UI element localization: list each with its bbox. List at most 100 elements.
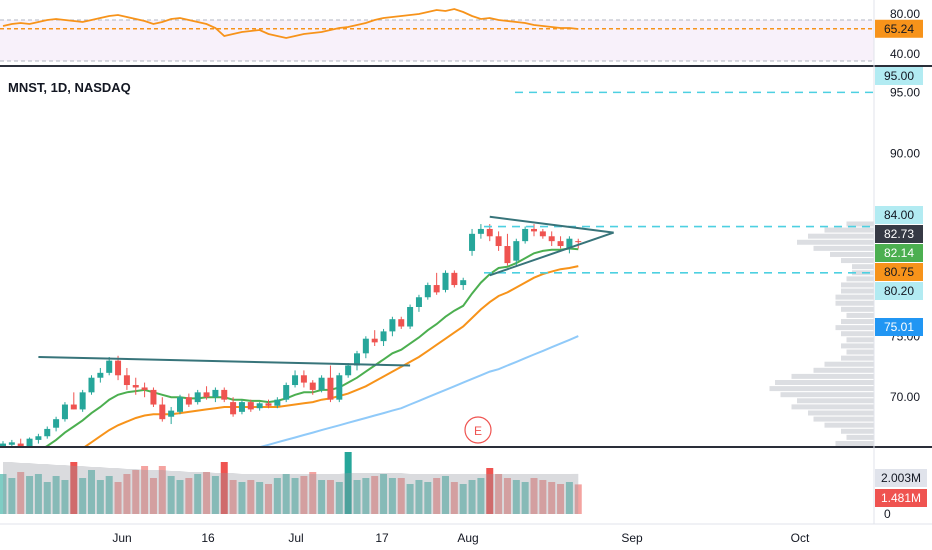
- candle[interactable]: [70, 392, 77, 410]
- candle[interactable]: [123, 367, 130, 390]
- volume-bar[interactable]: [61, 480, 69, 514]
- candle[interactable]: [35, 433, 42, 444]
- volume-bar[interactable]: [282, 474, 290, 514]
- volume-bar[interactable]: [406, 484, 414, 514]
- volume-bar[interactable]: [503, 478, 511, 514]
- candle[interactable]: [61, 402, 68, 422]
- candle[interactable]: [115, 355, 122, 381]
- candle[interactable]: [247, 399, 254, 412]
- volume-bar[interactable]: [512, 480, 520, 514]
- volume-bar[interactable]: [530, 478, 538, 514]
- ema-blue-line[interactable]: [38, 335, 579, 537]
- candle[interactable]: [0, 441, 6, 451]
- volume-bar[interactable]: [88, 470, 95, 514]
- candle[interactable]: [318, 375, 325, 393]
- candle[interactable]: [185, 393, 192, 407]
- price-tag-last[interactable]: 82.73: [875, 225, 923, 243]
- rsi-line[interactable]: [2, 8, 579, 39]
- volume-bar[interactable]: [397, 478, 405, 514]
- volume-bar[interactable]: [43, 482, 51, 514]
- volume-bar[interactable]: [0, 474, 7, 514]
- ema-green-line[interactable]: [3, 247, 579, 464]
- volume-bar[interactable]: [388, 478, 396, 514]
- volume-bar[interactable]: [70, 462, 78, 514]
- volume-bar[interactable]: [415, 480, 423, 514]
- volume-tag-average[interactable]: 2.003M: [875, 469, 927, 487]
- candle[interactable]: [354, 350, 360, 371]
- candle[interactable]: [504, 233, 511, 266]
- candle[interactable]: [212, 387, 219, 403]
- volume-bar[interactable]: [273, 478, 281, 514]
- candle[interactable]: [513, 238, 520, 266]
- volume-bar[interactable]: [26, 476, 34, 514]
- volume-bar[interactable]: [158, 466, 166, 514]
- price-tag-level[interactable]: 84.00: [875, 206, 923, 224]
- candle[interactable]: [557, 236, 564, 249]
- candle[interactable]: [371, 330, 378, 347]
- candle[interactable]: [168, 406, 175, 425]
- triangle-lower-line[interactable]: [489, 231, 614, 277]
- volume-bar[interactable]: [353, 480, 361, 514]
- candle[interactable]: [8, 439, 15, 450]
- volume-bar[interactable]: [309, 472, 317, 514]
- candle[interactable]: [150, 387, 157, 407]
- candle[interactable]: [265, 399, 272, 409]
- candle[interactable]: [477, 224, 484, 239]
- candle[interactable]: [97, 367, 104, 383]
- volume-bar[interactable]: [114, 482, 122, 514]
- candle[interactable]: [177, 394, 183, 415]
- volume-bar[interactable]: [229, 480, 237, 514]
- candle[interactable]: [194, 389, 201, 405]
- candle[interactable]: [566, 236, 573, 254]
- candle[interactable]: [398, 316, 405, 329]
- volume-bar[interactable]: [291, 478, 299, 514]
- candle[interactable]: [433, 272, 440, 295]
- candle[interactable]: [238, 399, 245, 415]
- volume-panel[interactable]: [0, 450, 582, 514]
- ema-orange-line[interactable]: [3, 265, 579, 489]
- volume-bar[interactable]: [318, 480, 326, 514]
- volume-bar[interactable]: [548, 482, 556, 514]
- volume-bar[interactable]: [265, 484, 272, 514]
- candle[interactable]: [327, 365, 334, 403]
- volume-bar[interactable]: [433, 478, 441, 514]
- volume-bar[interactable]: [34, 474, 42, 514]
- volume-bar[interactable]: [380, 474, 388, 514]
- volume-bar[interactable]: [477, 478, 485, 514]
- candle[interactable]: [256, 402, 263, 411]
- volume-bar[interactable]: [486, 468, 494, 514]
- volume-bar[interactable]: [132, 470, 140, 514]
- volume-bar[interactable]: [220, 462, 228, 514]
- volume-bar[interactable]: [105, 476, 113, 514]
- candle[interactable]: [309, 380, 316, 395]
- candle[interactable]: [141, 382, 148, 398]
- candle[interactable]: [44, 426, 51, 439]
- candle[interactable]: [336, 372, 343, 403]
- candle[interactable]: [26, 437, 33, 448]
- volume-bar[interactable]: [185, 478, 193, 514]
- symbol-title[interactable]: MNST, 1D, NASDAQ: [8, 80, 131, 95]
- candle[interactable]: [274, 397, 281, 409]
- volume-bar[interactable]: [326, 480, 334, 514]
- candle[interactable]: [495, 231, 502, 251]
- volume-bar[interactable]: [52, 476, 60, 514]
- volume-bar[interactable]: [362, 478, 370, 514]
- triangle-upper-line[interactable]: [489, 215, 614, 234]
- volume-bar[interactable]: [335, 482, 343, 514]
- volume-bar[interactable]: [574, 484, 582, 514]
- candle[interactable]: [424, 282, 431, 300]
- candle[interactable]: [132, 377, 139, 395]
- earnings-icon[interactable]: [464, 416, 492, 444]
- volume-bar[interactable]: [203, 472, 211, 514]
- candle[interactable]: [407, 304, 414, 329]
- volume-bar[interactable]: [8, 478, 16, 514]
- volume-bar[interactable]: [565, 482, 573, 514]
- volume-bar[interactable]: [468, 480, 476, 514]
- rsi-panel[interactable]: [0, 8, 874, 62]
- price-tag-level[interactable]: 95.00: [875, 67, 923, 85]
- candle[interactable]: [88, 375, 95, 395]
- volume-bar[interactable]: [424, 482, 432, 514]
- volume-bar[interactable]: [123, 474, 131, 514]
- candle[interactable]: [159, 397, 166, 422]
